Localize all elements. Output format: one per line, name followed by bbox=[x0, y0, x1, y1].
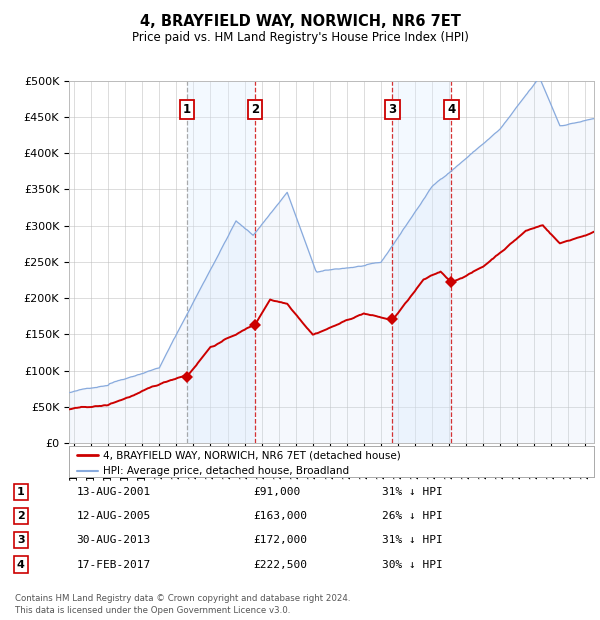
Text: 17-FEB-2017: 17-FEB-2017 bbox=[77, 559, 151, 570]
Bar bbox=[392, 81, 451, 443]
Text: 1: 1 bbox=[17, 487, 25, 497]
Text: 4: 4 bbox=[447, 103, 455, 116]
Text: 31% ↓ HPI: 31% ↓ HPI bbox=[382, 487, 443, 497]
Text: 13-AUG-2001: 13-AUG-2001 bbox=[77, 487, 151, 497]
Text: 12-AUG-2005: 12-AUG-2005 bbox=[77, 511, 151, 521]
Text: 26% ↓ HPI: 26% ↓ HPI bbox=[382, 511, 443, 521]
Text: 1: 1 bbox=[183, 103, 191, 116]
Text: £163,000: £163,000 bbox=[253, 511, 307, 521]
Text: HPI: Average price, detached house, Broadland: HPI: Average price, detached house, Broa… bbox=[103, 466, 349, 476]
Text: 3: 3 bbox=[17, 535, 25, 546]
Text: 2: 2 bbox=[17, 511, 25, 521]
Text: 31% ↓ HPI: 31% ↓ HPI bbox=[382, 535, 443, 546]
Text: 3: 3 bbox=[388, 103, 397, 116]
Text: 30-AUG-2013: 30-AUG-2013 bbox=[77, 535, 151, 546]
Text: 4, BRAYFIELD WAY, NORWICH, NR6 7ET: 4, BRAYFIELD WAY, NORWICH, NR6 7ET bbox=[140, 14, 460, 29]
Text: 30% ↓ HPI: 30% ↓ HPI bbox=[382, 559, 443, 570]
Text: 2: 2 bbox=[251, 103, 259, 116]
Text: 4, BRAYFIELD WAY, NORWICH, NR6 7ET (detached house): 4, BRAYFIELD WAY, NORWICH, NR6 7ET (deta… bbox=[103, 450, 401, 460]
Text: 4: 4 bbox=[17, 559, 25, 570]
Text: £172,000: £172,000 bbox=[253, 535, 307, 546]
Text: Contains HM Land Registry data © Crown copyright and database right 2024.
This d: Contains HM Land Registry data © Crown c… bbox=[15, 594, 350, 615]
Text: £91,000: £91,000 bbox=[253, 487, 300, 497]
Text: £222,500: £222,500 bbox=[253, 559, 307, 570]
Bar bbox=[187, 81, 255, 443]
Text: Price paid vs. HM Land Registry's House Price Index (HPI): Price paid vs. HM Land Registry's House … bbox=[131, 31, 469, 44]
